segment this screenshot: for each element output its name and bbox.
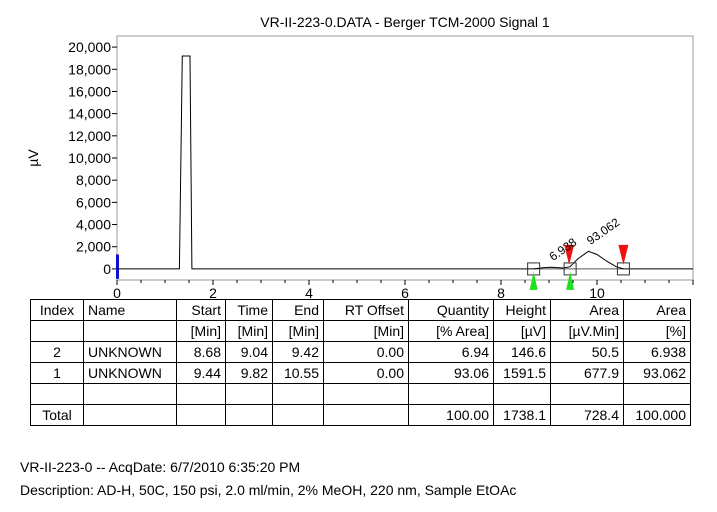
y-tick-label: 12,000 [68,128,111,144]
col-time: Time [225,299,273,321]
table-cell [83,404,177,426]
unit-cell: [%] [623,320,691,342]
chromatogram-chart: VR-II-223-0.DATA - Berger TCM-2000 Signa… [25,14,694,300]
method-description: Description: AD-H, 50C, 150 psi, 2.0 ml/… [20,482,517,498]
unit-cell: [% Area] [408,320,494,342]
table-cell [225,383,273,405]
unit-cell: [µV.Min] [550,320,624,342]
x-tick-label: 4 [305,285,313,300]
y-axis-label: µV [25,149,41,167]
results-table: Index Name Start Time End RT Offset Quan… [30,299,691,426]
col-name: Name [83,299,177,321]
table-cell [272,404,324,426]
peak-end-marker [564,244,575,265]
col-height: Height [493,299,551,321]
table-cell: UNKNOWN [83,362,177,384]
y-tick-label: 2,000 [76,239,111,255]
x-tick-label: 0 [113,285,121,300]
unit-cell [30,320,84,342]
table-cell: 0.00 [323,362,409,384]
y-tick-label: 20,000 [68,39,111,55]
col-index: Index [30,299,84,321]
table-cell: 10.55 [272,362,324,384]
table-header-row: Index Name Start Time End RT Offset Quan… [30,299,691,321]
x-tick-label: 10 [589,285,605,300]
table-cell [272,383,324,405]
table-cell: 93.062 [623,362,691,384]
plot-frame [116,35,694,281]
peak-end-marker [618,244,629,265]
table-cell: 1591.5 [493,362,551,384]
y-tick-label: 18,000 [68,61,111,77]
table-cell [176,383,226,405]
table-cell: 9.04 [225,341,273,363]
table-row-empty [30,383,691,405]
table-cell [493,383,551,405]
table-cell [225,404,273,426]
table-cell: Total [30,404,84,426]
unit-cell: [Min] [323,320,409,342]
table-cell [323,383,409,405]
col-area-percent: Area [623,299,691,321]
col-end: End [272,299,324,321]
peak-start-marker [566,271,575,290]
x-tick-label: 2 [209,285,217,300]
table-row: 1 UNKNOWN 9.44 9.82 10.55 0.00 93.06 159… [30,362,691,384]
unit-cell: [µV] [493,320,551,342]
table-cell: 1 [30,362,84,384]
table-cell [408,383,494,405]
total-row: Total 100.00 1738.1 728.4 100.000 [30,404,691,426]
peak-label: 93.062 [584,215,622,248]
table-cell [323,404,409,426]
table-cell [623,383,691,405]
chart-title: VR-II-223-0.DATA - Berger TCM-2000 Signa… [260,14,550,30]
y-tick-label: 0 [103,261,111,277]
table-cell: 50.5 [550,341,624,363]
table-cell [30,383,84,405]
table-cell: 9.42 [272,341,324,363]
table-cell: 677.9 [550,362,624,384]
table-cell [550,383,624,405]
table-cell [83,383,177,405]
table-cell: 1738.1 [493,404,551,426]
unit-cell: [Min] [272,320,324,342]
col-area: Area [550,299,624,321]
y-tick-label: 6,000 [76,194,111,210]
table-cell: 2 [30,341,84,363]
x-tick-label: 6 [401,285,409,300]
y-tick-label: 16,000 [68,83,111,99]
y-tick-label: 14,000 [68,106,111,122]
x-tick-label: 8 [497,285,505,300]
col-rt-offset: RT Offset [323,299,409,321]
table-cell: 6.938 [623,341,691,363]
table-cell: UNKNOWN [83,341,177,363]
unit-cell: [Min] [176,320,226,342]
peak-start-marker [529,271,538,290]
table-cell: 9.82 [225,362,273,384]
table-cell: 100.000 [623,404,691,426]
table-cell: 8.68 [176,341,226,363]
table-cell: 146.6 [493,341,551,363]
table-cell [176,404,226,426]
y-tick-label: 8,000 [76,172,111,188]
table-cell: 6.94 [408,341,494,363]
peak-label: 6.938 [547,235,580,264]
table-row: 2 UNKNOWN 8.68 9.04 9.42 0.00 6.94 146.6… [30,341,691,363]
col-quantity: Quantity [408,299,494,321]
table-cell: 0.00 [323,341,409,363]
y-tick-label: 10,000 [68,150,111,166]
units-row: [Min] [Min] [Min] [Min] [% Area] [µV] [µ… [30,320,691,342]
unit-cell: [Min] [225,320,273,342]
table-cell: 9.44 [176,362,226,384]
y-axis-marker [116,254,119,279]
y-tick-label: 4,000 [76,217,111,233]
col-start: Start [176,299,226,321]
table-cell: 100.00 [408,404,494,426]
table-cell: 728.4 [550,404,624,426]
unit-cell [83,320,177,342]
table-cell: 93.06 [408,362,494,384]
acquisition-info: VR-II-223-0 -- AcqDate: 6/7/2010 6:35:20… [20,459,301,475]
chromatogram-trace [117,55,693,270]
